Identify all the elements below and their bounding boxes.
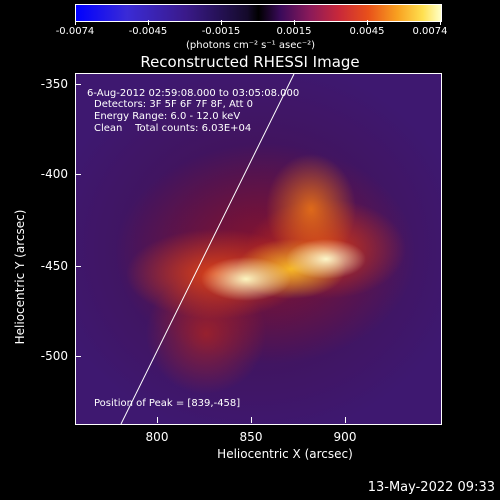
y-tick [75,174,81,175]
colorbar-tick [440,20,441,25]
colorbar-tick [294,20,295,25]
x-tick [157,417,158,423]
y-tick-label: -500 [40,349,68,363]
y-tick [75,356,81,357]
colorbar-label: 0.0015 [276,26,312,37]
y-axis-title: Heliocentric Y (arcsec) [13,209,27,345]
colorbar-tick [75,20,76,25]
clean-counts-text: Clean Total counts: 6.03E+04 [94,123,252,134]
timestamp: 13-May-2022 09:33 [367,480,495,495]
peak-position-text: Position of Peak = [839,-458] [94,398,241,409]
colorbar-label: -0.0015 [201,26,241,37]
y-tick [75,84,81,85]
colorbar-label: -0.0074 [55,26,95,37]
time-range-text: 6-Aug-2012 02:59:08.000 to 03:05:08.000 [87,88,300,99]
x-tick [345,417,346,423]
colorbar-label: -0.0045 [128,26,168,37]
rhessi-image: 6-Aug-2012 02:59:08.000 to 03:05:08.000 … [75,73,442,425]
colorbar-label: 0.0045 [349,26,385,37]
detectors-text: Detectors: 3F 5F 6F 7F 8F, Att 0 [94,99,254,110]
y-tick-label: -350 [40,77,68,91]
colorbar-tick [221,20,222,25]
x-axis-title: Heliocentric X (arcsec) [217,447,353,461]
colorbar [75,4,442,22]
image-title: Reconstructed RHESSI Image [140,53,360,71]
x-tick-label: 850 [239,430,263,444]
x-tick [251,417,252,423]
x-tick-label: 900 [333,430,357,444]
colorbar-units: (photons cm⁻² s⁻¹ asec⁻²) [186,40,316,51]
x-tick-label: 800 [145,430,169,444]
colorbar-label: 0.0074 [412,26,448,37]
y-tick-label: -450 [40,259,68,273]
energy-range-text: Energy Range: 6.0 - 12.0 keV [94,111,241,122]
colorbar-tick [148,20,149,25]
y-tick-label: -400 [40,167,68,181]
y-tick [75,266,81,267]
limb-line [120,74,295,424]
colorbar-tick [367,20,368,25]
